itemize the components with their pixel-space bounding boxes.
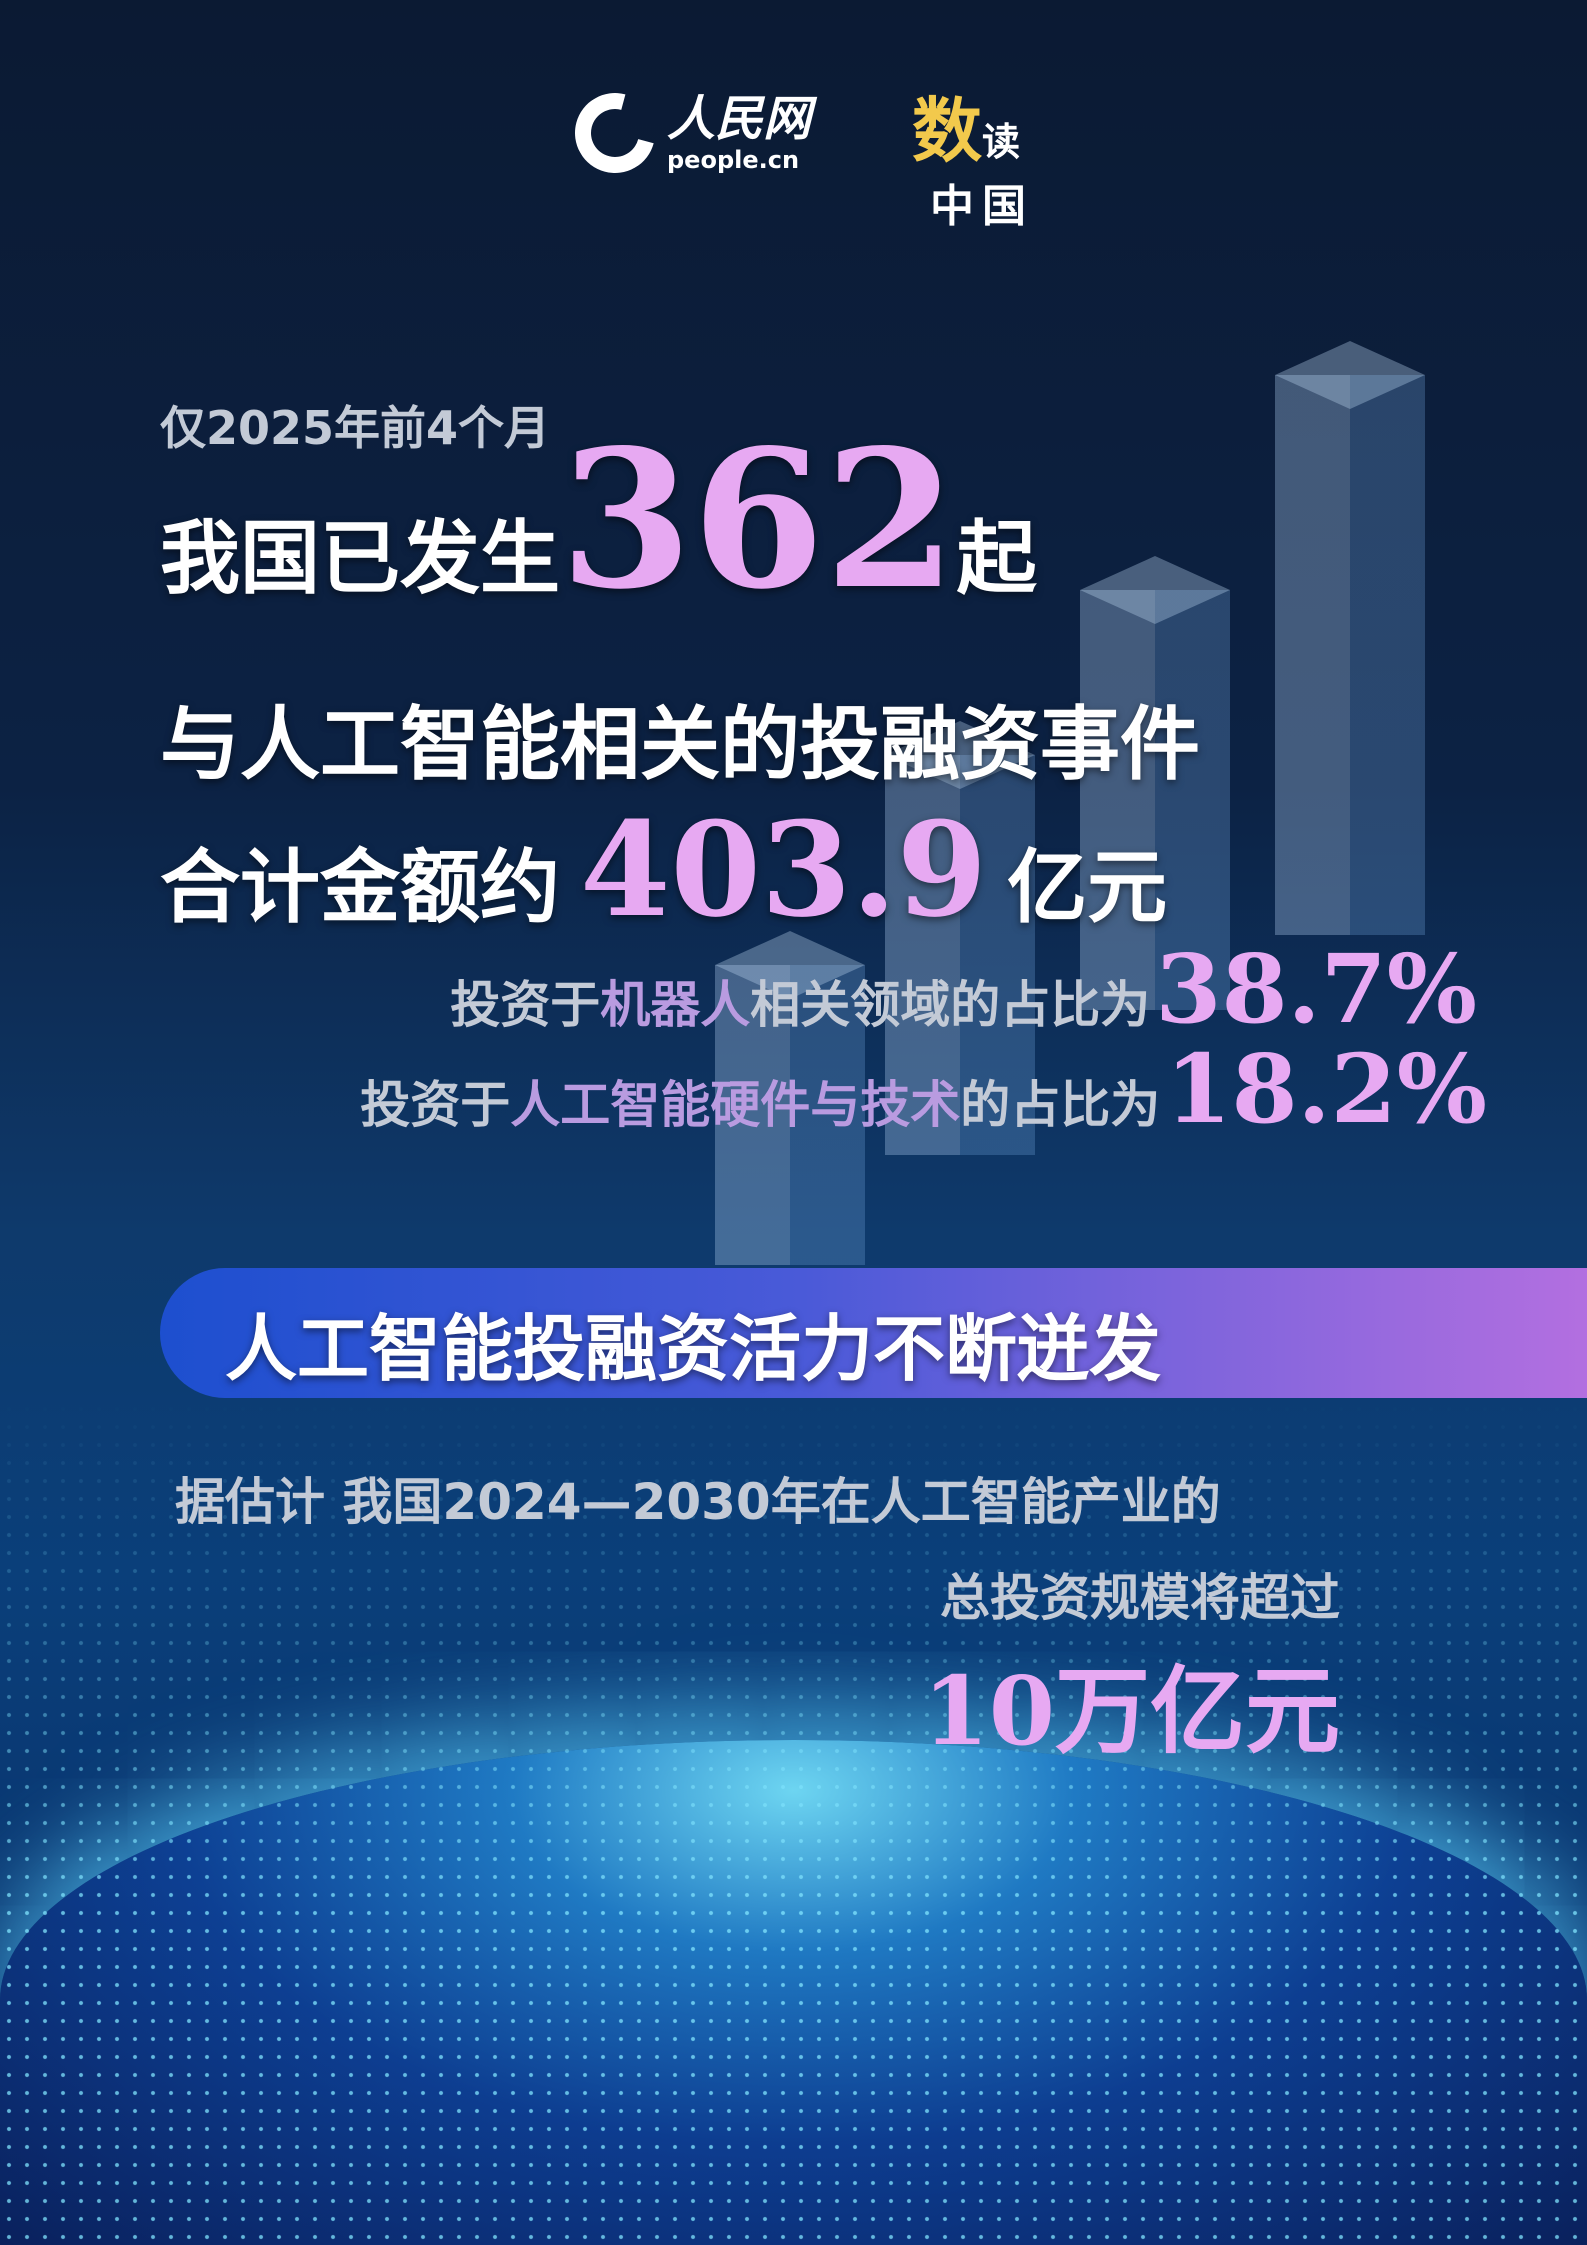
forecast-line-1: 据估计 我国2024—2030年在人工智能产业的 bbox=[175, 1473, 1221, 1531]
headline-line-3: 合计金额约 403.9 亿元 bbox=[160, 800, 1167, 958]
share-prefix: 投资于 bbox=[450, 976, 601, 1034]
decorative-bar-2 bbox=[885, 721, 1035, 1155]
banner-title: 人工智能投融资活力不断迸发 bbox=[225, 1307, 1162, 1391]
headline-line-2: 与人工智能相关的投融资事件 bbox=[160, 698, 1200, 791]
headline-line3-suffix: 亿元 bbox=[1007, 841, 1168, 934]
forecast-line-2: 总投资规模将超过 bbox=[940, 1569, 1340, 1627]
share-ai-hardware: 投资于人工智能硬件与技术的占比为 18.2% bbox=[360, 1035, 1487, 1172]
particle-dots-background bbox=[0, 1400, 1587, 2245]
share-highlight: 人工智能硬件与技术 bbox=[510, 1076, 961, 1134]
share-highlight: 机器人 bbox=[600, 976, 751, 1034]
section-banner: 人工智能投融资活力不断迸发 bbox=[160, 1268, 1587, 1398]
column-logo: 数读 中国 bbox=[912, 75, 1034, 234]
share-suffix: 的占比为 bbox=[960, 1076, 1161, 1134]
share-prefix: 投资于 bbox=[360, 1076, 511, 1134]
people-cn-logo: 人民网 people.cn bbox=[560, 78, 812, 188]
headline-line1-suffix: 起 bbox=[956, 512, 1037, 605]
share-suffix: 的占比为 bbox=[950, 976, 1151, 1034]
event-count: 362 bbox=[560, 408, 957, 631]
forecast-value: 10万亿元 bbox=[922, 1656, 1340, 1767]
headline-line1-prefix: 我国已发生 bbox=[160, 512, 560, 605]
column-title-du: 读 bbox=[982, 119, 1021, 164]
column-title-shu: 数 bbox=[912, 89, 982, 172]
logo-domain: people.cn bbox=[667, 146, 800, 174]
share-value: 18.2% bbox=[1165, 1034, 1487, 1145]
total-amount: 403.9 bbox=[580, 793, 988, 946]
share-value: 38.7% bbox=[1155, 934, 1477, 1045]
decorative-bar-4 bbox=[1275, 341, 1425, 935]
logo-text: 人民网 bbox=[667, 91, 812, 147]
share-middle: 相关领域 bbox=[750, 976, 951, 1034]
share-robotics: 投资于机器人相关领域的占比为 38.7% bbox=[450, 935, 1477, 1072]
period-label: 仅2025年前4个月 bbox=[160, 401, 551, 455]
headline-line-1: 我国已发生362起 bbox=[160, 420, 1037, 659]
column-title-zhongguo: 中国 bbox=[930, 181, 1034, 232]
people-globe-icon bbox=[560, 78, 670, 188]
headline-line3-prefix: 合计金额约 bbox=[160, 841, 560, 934]
